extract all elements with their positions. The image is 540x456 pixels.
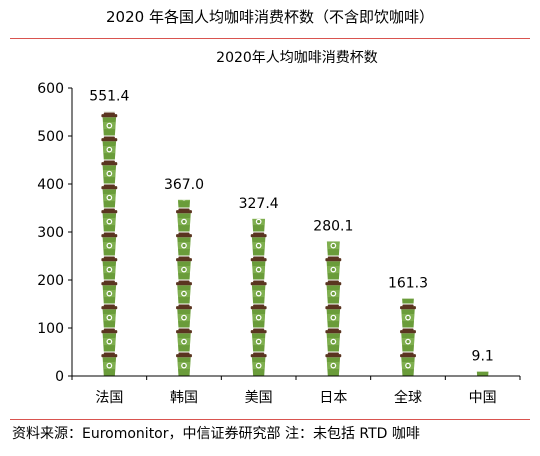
cup-icon — [325, 328, 342, 352]
y-tick-label: 200 — [37, 273, 64, 289]
value-label: 161.3 — [388, 276, 428, 292]
cup-icon — [101, 160, 118, 184]
bars — [101, 111, 489, 376]
y-tick-label: 300 — [37, 225, 64, 241]
cup-icon — [176, 232, 192, 256]
y-tick-label: 100 — [37, 321, 64, 337]
figure-title: 2020 年各国人均咖啡消费杯数（不含即饮咖啡） — [106, 8, 434, 26]
cup-icon — [325, 352, 342, 376]
cup-icon — [325, 256, 342, 280]
value-label: 9.1 — [472, 349, 494, 365]
cup-icon — [176, 280, 192, 304]
chart-title: 2020年人均咖啡消费杯数 — [216, 50, 378, 66]
cup-icon — [250, 352, 267, 376]
cup-icon — [177, 199, 191, 208]
chart-plot: 2020年人均咖啡消费杯数 0 100 200 300 400 500 600 法国 韩国 美国… — [37, 50, 521, 406]
cup-icon — [101, 256, 118, 280]
x-category-label: 全球 — [394, 389, 422, 406]
cup-icon — [252, 218, 266, 232]
cup-icon — [176, 352, 192, 376]
cup-icon — [250, 328, 267, 352]
cup-icon — [176, 328, 192, 352]
y-tick-label: 0 — [55, 369, 64, 385]
cup-icon — [476, 371, 489, 376]
cup-icon — [101, 112, 118, 136]
source-note: 资料来源：Euromonitor，中信证券研究部 注：未包括 RTD 咖啡 — [12, 426, 420, 442]
cup-icon — [101, 352, 118, 376]
y-axis: 0 100 200 300 400 500 600 — [37, 81, 73, 385]
cup-icon — [176, 208, 192, 232]
x-category-label: 日本 — [319, 390, 347, 406]
bar — [176, 199, 192, 376]
y-tick-label: 500 — [37, 129, 64, 145]
x-category-label: 中国 — [469, 390, 497, 406]
top-rule — [10, 38, 530, 39]
bar — [101, 111, 118, 376]
bar — [325, 241, 342, 376]
x-category-label: 法国 — [95, 390, 123, 406]
cup-icon — [402, 298, 414, 304]
cup-icon — [176, 304, 192, 328]
cup-icon — [101, 328, 118, 352]
cup-icon — [103, 111, 115, 112]
cup-icon — [400, 304, 416, 328]
cup-icon — [325, 280, 342, 304]
cup-icon — [101, 280, 118, 304]
value-label: 551.4 — [89, 88, 129, 104]
value-label: 280.1 — [313, 219, 353, 235]
cup-icon — [250, 280, 267, 304]
value-label: 367.0 — [164, 177, 204, 193]
cup-icon — [326, 241, 340, 256]
cup-icon — [101, 136, 118, 160]
bar — [250, 218, 267, 376]
cup-icon — [176, 256, 192, 280]
bar — [476, 371, 489, 376]
cup-icon — [101, 208, 118, 232]
cup-icon — [250, 256, 267, 280]
cup-icon — [400, 328, 416, 352]
x-axis: 法国 韩国 美国 日本 全球 中国 — [71, 375, 521, 406]
bottom-rule — [10, 419, 530, 420]
x-category-label: 美国 — [245, 390, 273, 406]
cup-icon — [250, 232, 267, 256]
value-label: 327.4 — [239, 196, 279, 212]
y-tick-label: 400 — [37, 177, 64, 193]
cup-icon — [250, 304, 267, 328]
cup-icon — [101, 304, 118, 328]
bar — [400, 298, 416, 376]
value-labels: 551.4 367.0 327.4 280.1 161.3 9.1 — [89, 88, 494, 364]
cup-icon — [325, 304, 342, 328]
cup-icon — [400, 352, 416, 376]
cup-icon — [101, 232, 118, 256]
x-category-label: 韩国 — [170, 390, 198, 406]
cup-icon — [101, 184, 118, 208]
y-tick-label: 600 — [37, 81, 64, 97]
